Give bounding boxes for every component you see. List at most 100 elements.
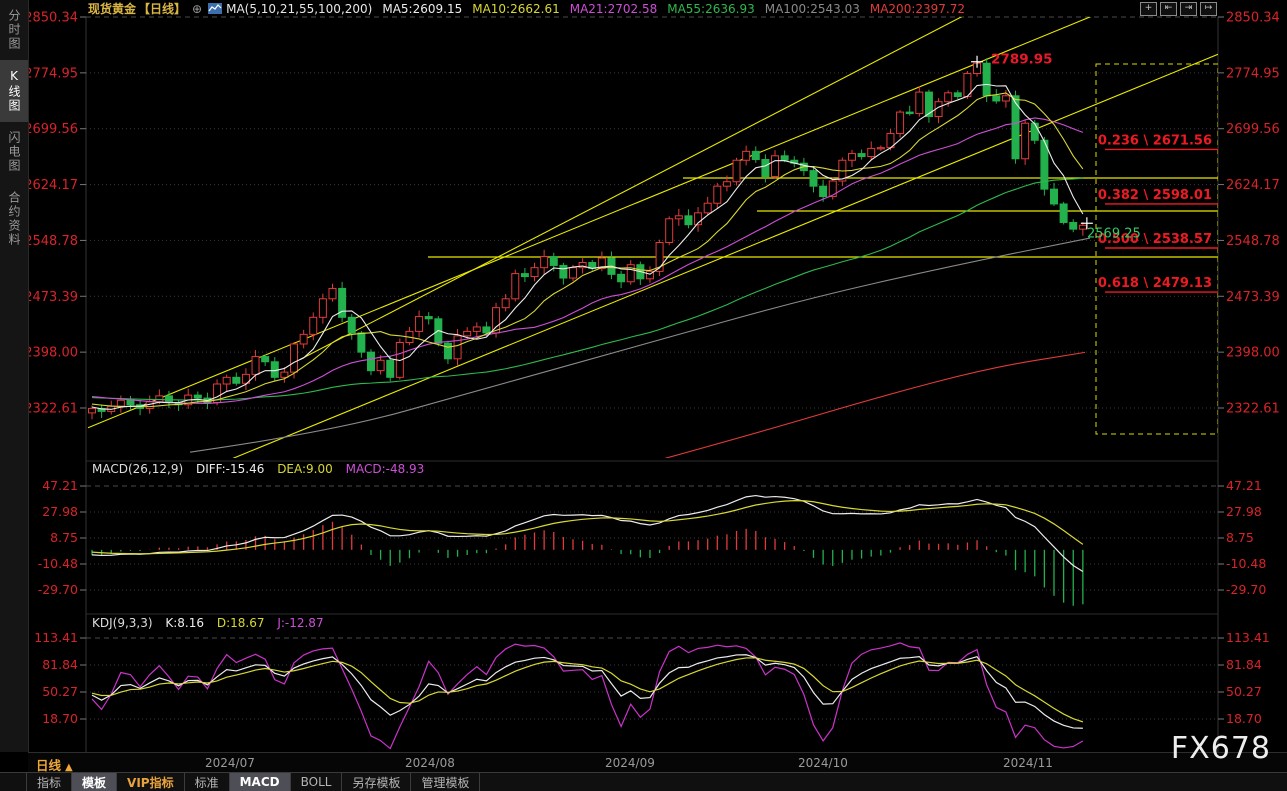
tab-manage-template[interactable]: 管理模板 — [411, 773, 481, 791]
price-axis-label: 2398.00 — [1226, 346, 1280, 361]
month-label: 2024/10 — [798, 756, 848, 770]
kline-chart-icon — [208, 3, 223, 14]
fib-label: 0.236 \ 2671.56 — [1098, 133, 1212, 148]
symbol-name[interactable]: 现货黄金 — [88, 2, 137, 16]
fib-label: 0.382 \ 2598.01 — [1098, 188, 1212, 203]
chart-toolbar: + ⇤ ⇥ ↦ — [1140, 2, 1217, 16]
sidebar-item-timeshare[interactable]: 分时图 — [7, 9, 21, 51]
kdj-axis-label: 50.27 — [1226, 684, 1262, 699]
triangle-up-icon: ▲ — [65, 762, 73, 773]
month-label: 2024/07 — [205, 756, 255, 770]
price-axis-label: 2774.95 — [1226, 66, 1280, 81]
price-axis-label: 2473.39 — [1226, 290, 1280, 305]
price-axis-label: 2850.34 — [24, 11, 78, 26]
candlesticks — [88, 58, 1087, 420]
price-axis-label: 2624.17 — [24, 178, 78, 193]
chart-type-sidebar: 分时图 K线图 闪电图 合约资料 — [0, 0, 29, 752]
ma10-line — [91, 92, 1084, 408]
macd-title: MACD(26,12,9) — [92, 462, 184, 476]
price-axis-label: 2548.78 — [1226, 234, 1280, 249]
kdj-axis-label: 113.41 — [1226, 630, 1270, 645]
price-axis-label: 2473.39 — [24, 290, 78, 305]
kdj-axis-label: 81.84 — [1226, 657, 1262, 672]
kdj-k-line — [91, 654, 1083, 729]
macd-axis-label: 27.98 — [1226, 504, 1262, 519]
time-axis: 日线 ▲ 2024/07 2024/08 2024/09 2024/10 2024… — [28, 752, 1287, 773]
macd-plot — [91, 494, 1084, 606]
macd-axis-label: -10.48 — [1226, 556, 1266, 571]
fib-label: 0.618 \ 2479.13 — [1098, 276, 1212, 291]
kdj-k-value: K:8.16 — [165, 616, 205, 630]
month-label: 2024/09 — [605, 756, 655, 770]
tab-vip-indicators[interactable]: VIP指标 — [117, 773, 185, 791]
move-right-icon[interactable]: ↦ — [1200, 2, 1217, 16]
tab-save-template[interactable]: 另存模板 — [342, 773, 412, 791]
price-axis-label: 2398.00 — [24, 346, 78, 361]
ma100-value: MA100:2543.03 — [764, 1, 860, 16]
sidebar-item-contract[interactable]: 合约资料 — [7, 191, 21, 247]
price-axis-label: 2322.61 — [24, 401, 78, 416]
kdj-axis-label: 81.84 — [42, 657, 78, 672]
macd-macd-value: MACD:-48.93 — [345, 462, 425, 476]
macd-axis-label: 47.21 — [1226, 478, 1262, 493]
current-price-label: 2569.25 — [1087, 226, 1141, 241]
ma200-line — [664, 351, 1086, 458]
fib-label: 0.500 \ 2538.57 — [1098, 232, 1212, 247]
zoom-left-icon[interactable]: ⇤ — [1160, 2, 1177, 16]
macd-axis-label: 47.21 — [42, 478, 78, 493]
add-indicator-icon[interactable]: ⊕ — [192, 1, 203, 16]
trendline-overlays — [87, 17, 1218, 458]
price-axis-label: 2322.61 — [1226, 401, 1280, 416]
fib-retracement-box — [1095, 63, 1218, 435]
kdj-axis-label: 18.70 — [42, 711, 78, 726]
ma-group-label: MA(5,10,21,55,100,200) — [226, 1, 373, 16]
macd-axis-label: -10.48 — [38, 556, 78, 571]
ma200-value: MA200:2397.72 — [869, 1, 965, 16]
ma5-value: MA5:2609.15 — [382, 1, 463, 16]
kdj-j-value: J:-12.87 — [277, 616, 324, 630]
kdj-title: KDJ(9,3,3) — [92, 616, 153, 630]
kdj-axis-label: 50.27 — [42, 684, 78, 699]
sidebar-item-lightning[interactable]: 闪电图 — [7, 131, 21, 173]
tab-templates[interactable]: 模板 — [72, 773, 118, 791]
main-chart-canvas[interactable]: 2850.34 2850.34 2774.95 2774.95 2699.56 2699.… — [0, 0, 1287, 752]
macd-dea-value: DEA:9.00 — [277, 462, 333, 476]
kdj-axis-label: 113.41 — [34, 630, 78, 645]
ma55-line — [91, 177, 1083, 401]
ma55-value: MA55:2636.93 — [667, 1, 755, 16]
tab-macd[interactable]: MACD — [229, 773, 291, 791]
price-axis-label: 2699.56 — [24, 122, 78, 137]
ma10-value: MA10:2662.61 — [472, 1, 560, 16]
indicator-tabbar: 指标 模板 VIP指标 标准 MACD BOLL 另存模板 管理模板 — [0, 772, 1287, 791]
sidebar-item-kline[interactable]: K线图 — [0, 60, 28, 122]
price-axis-label: 2699.56 — [1226, 122, 1280, 137]
price-axis-label: 2850.34 — [1226, 11, 1280, 26]
ma21-line — [91, 117, 1084, 404]
month-label: 2024/08 — [405, 756, 455, 770]
period-tag: 【日线】 — [138, 2, 187, 16]
period-selector[interactable]: 日线 ▲ — [36, 758, 73, 773]
macd-dea-line — [91, 500, 1084, 555]
tab-boll[interactable]: BOLL — [291, 773, 343, 791]
macd-diff-line — [91, 494, 1084, 573]
kdj-d-line — [91, 657, 1084, 723]
tab-standard[interactable]: 标准 — [185, 773, 230, 791]
macd-axis-label: 8.75 — [50, 530, 78, 545]
peak-price-annotation: 2789.95 — [991, 52, 1053, 68]
macd-panel-header: MACD(26,12,9) DIFF:-15.46 DEA:9.00 MACD:… — [92, 462, 433, 476]
macd-axis-label: -29.70 — [38, 582, 78, 597]
macd-axis-label: -29.70 — [1226, 582, 1266, 597]
month-label: 2024/11 — [1003, 756, 1053, 770]
price-axis-label: 2624.17 — [1226, 178, 1280, 193]
tabbar-spacer — [0, 773, 27, 791]
tab-indicators[interactable]: 指标 — [27, 773, 73, 791]
macd-axis-label: 27.98 — [42, 504, 78, 519]
ma5-line — [91, 83, 1084, 410]
zoom-right-icon[interactable]: ⇥ — [1180, 2, 1197, 16]
price-axis-label: 2548.78 — [24, 234, 78, 249]
crosshair-icon[interactable]: + — [1140, 2, 1157, 16]
kdj-j-line — [91, 642, 1084, 750]
ma100-line — [189, 237, 1091, 453]
kdj-plot — [91, 642, 1084, 750]
